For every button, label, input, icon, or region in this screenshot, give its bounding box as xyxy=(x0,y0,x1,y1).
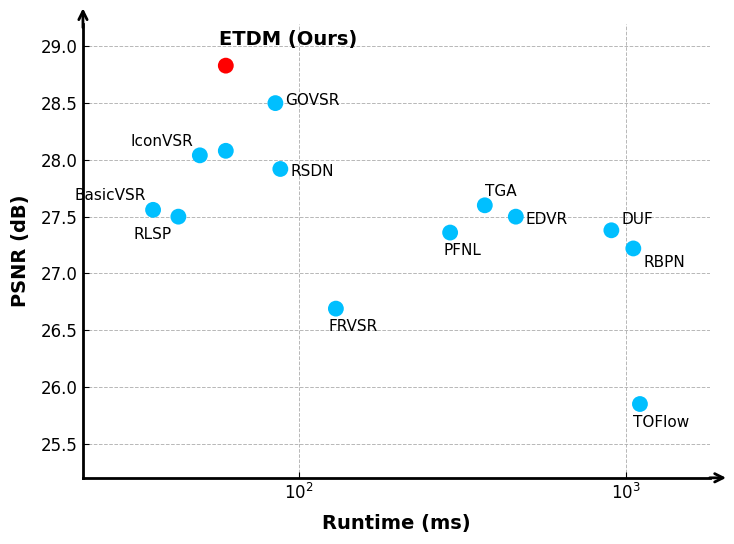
Point xyxy=(172,212,184,221)
Point xyxy=(330,304,342,313)
Text: FRVSR: FRVSR xyxy=(329,319,378,334)
Text: GOVSR: GOVSR xyxy=(285,93,340,108)
Text: RSDN: RSDN xyxy=(290,164,333,179)
Text: PFNL: PFNL xyxy=(443,243,481,258)
Point xyxy=(634,400,646,409)
Text: ETDM (Ours): ETDM (Ours) xyxy=(219,30,357,49)
Text: EDVR: EDVR xyxy=(526,212,567,227)
Point xyxy=(194,151,206,160)
Point xyxy=(628,244,639,253)
Y-axis label: PSNR (dB): PSNR (dB) xyxy=(11,194,30,307)
Point xyxy=(510,212,522,221)
Point xyxy=(220,146,232,155)
Text: BasicVSR: BasicVSR xyxy=(75,188,146,203)
Text: TOFlow: TOFlow xyxy=(633,415,689,430)
Text: IconVSR: IconVSR xyxy=(130,134,193,149)
Text: RBPN: RBPN xyxy=(643,255,685,270)
Point xyxy=(606,226,617,234)
Point xyxy=(269,99,281,108)
Text: RLSP: RLSP xyxy=(134,227,172,242)
Text: DUF: DUF xyxy=(621,212,653,227)
Point xyxy=(148,206,159,214)
Point xyxy=(275,165,286,174)
X-axis label: Runtime (ms): Runtime (ms) xyxy=(322,514,470,533)
Text: TGA: TGA xyxy=(485,184,517,199)
Point xyxy=(479,201,491,209)
Point xyxy=(444,228,456,237)
Point xyxy=(220,61,232,70)
